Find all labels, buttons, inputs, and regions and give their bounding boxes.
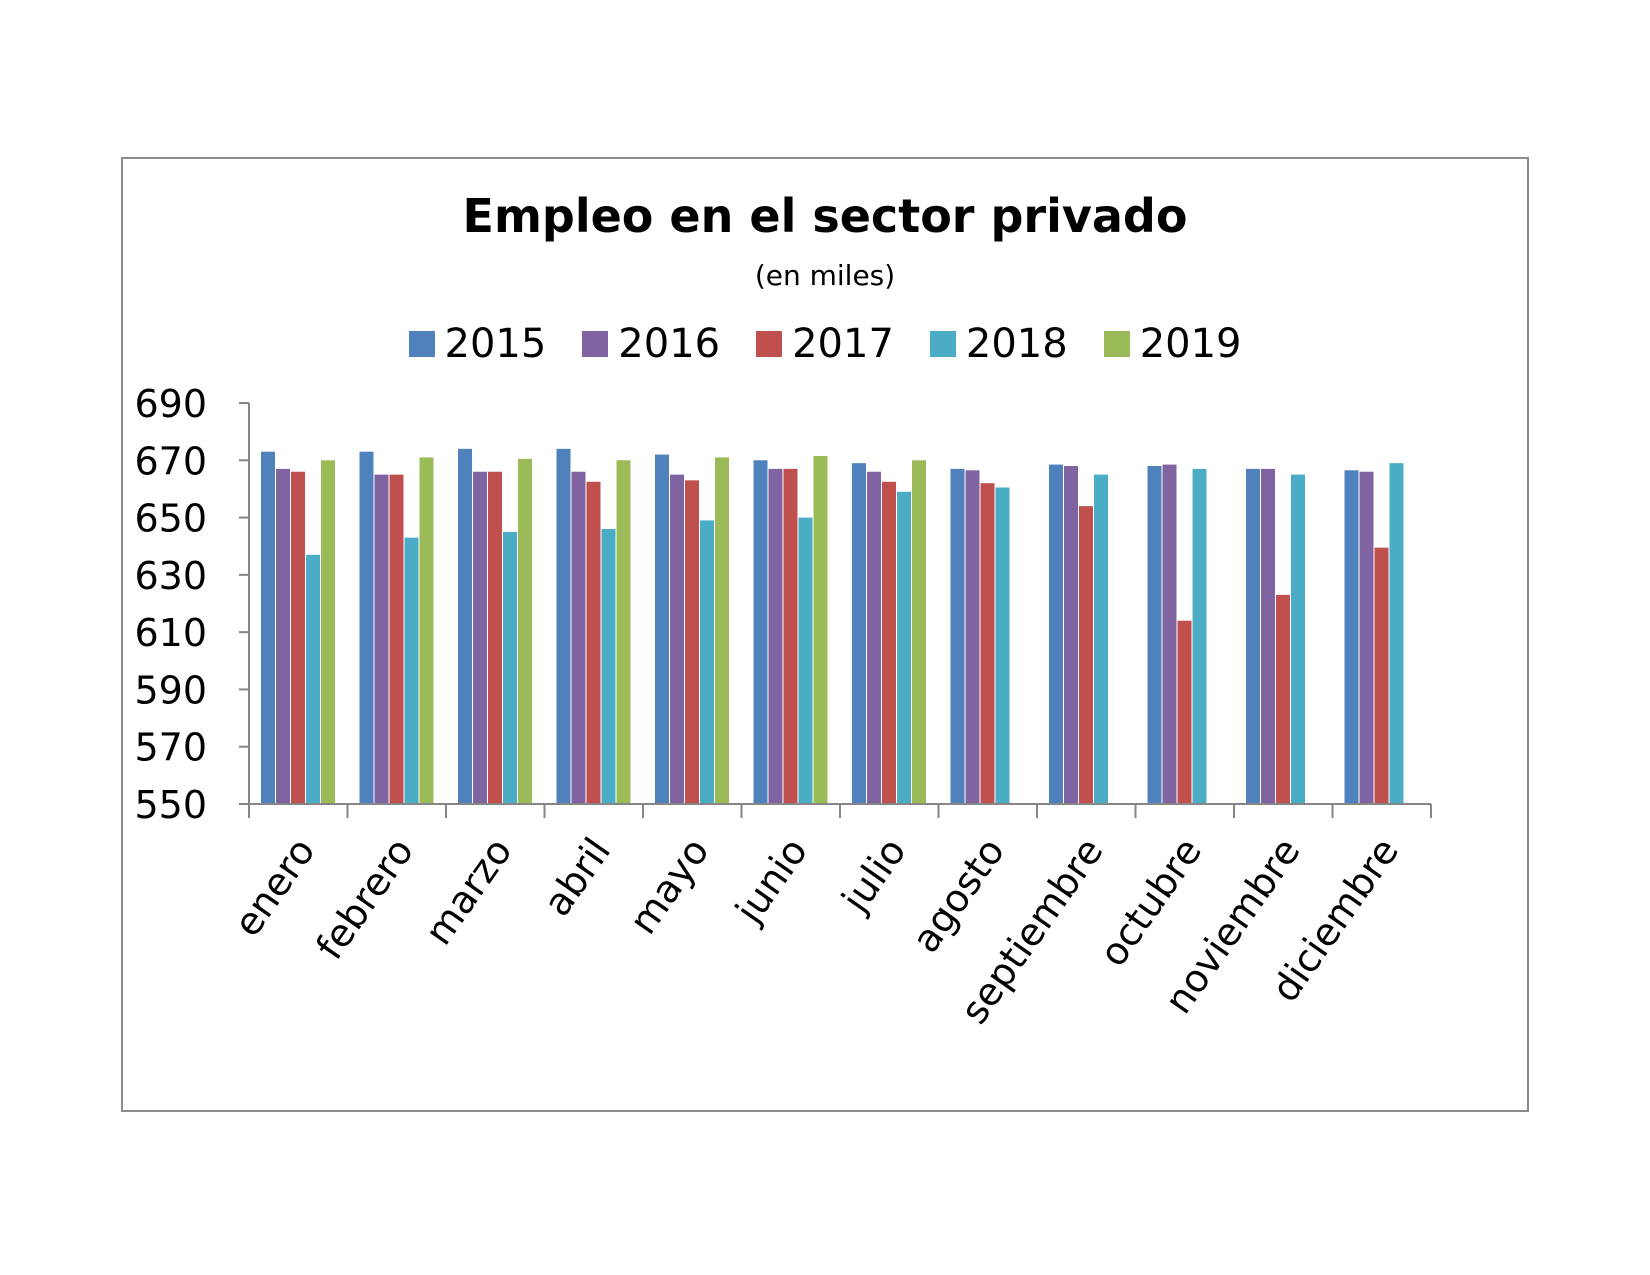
bar-2018-noviembre: [1291, 474, 1305, 804]
bar-2017-diciembre: [1374, 547, 1389, 804]
y-tick-label: 630: [134, 554, 207, 598]
bar-2016-noviembre: [1261, 468, 1275, 804]
chart-frame: Empleo en el sector privado (en miles) 2…: [121, 157, 1529, 1112]
bar-2018-agosto: [995, 487, 1010, 804]
bar-2019-abril: [616, 460, 631, 804]
bar-2016-agosto: [965, 470, 980, 804]
legend-label: 2019: [1139, 321, 1242, 367]
bar-2018-enero: [306, 554, 320, 804]
bar-2015-marzo: [458, 448, 472, 804]
bar-2019-mayo: [715, 457, 729, 804]
y-tick-label: 550: [134, 783, 207, 827]
y-tick-label: 570: [134, 726, 207, 770]
bar-2018-junio: [798, 517, 813, 804]
bar-2017-octubre: [1177, 620, 1192, 804]
bar-2017-agosto: [980, 483, 995, 804]
bar-2019-enero: [321, 460, 335, 804]
y-tick-label: 650: [134, 497, 207, 541]
bar-2016-diciembre: [1359, 471, 1374, 804]
legend: 2015 2016 2017 2018 2019: [123, 321, 1527, 367]
x-tick-label-enero: enero: [225, 830, 323, 944]
x-tick-label-junio: junio: [726, 830, 816, 932]
legend-item-2017: 2017: [756, 321, 894, 367]
bar-2018-septiembre: [1094, 474, 1108, 804]
legend-label: 2016: [618, 321, 721, 367]
legend-label: 2017: [792, 321, 894, 367]
bar-2016-marzo: [473, 471, 487, 804]
bar-2016-julio: [867, 471, 881, 804]
legend-item-2019: 2019: [1103, 321, 1242, 367]
bar-2016-abril: [571, 471, 586, 804]
legend-swatch: [582, 331, 609, 357]
x-tick-label-marzo: marzo: [416, 830, 520, 953]
bar-2016-octubre: [1162, 464, 1177, 804]
legend-label: 2015: [444, 321, 547, 367]
legend-item-2016: 2016: [582, 321, 720, 367]
bar-2018-octubre: [1192, 468, 1207, 804]
bar-2015-abril: [556, 448, 571, 804]
bar-2016-mayo: [670, 474, 684, 804]
x-tick-label-febrero: febrero: [307, 830, 422, 968]
plot-area: 550 570 590 610 630 650 670 690 enerofebreromarz…: [134, 382, 1432, 1032]
bar-2015-enero: [261, 451, 275, 804]
bar-2018-mayo: [700, 520, 714, 804]
bar-2017-julio: [882, 481, 896, 804]
bar-2017-abril: [586, 481, 601, 804]
bar-2016-febrero: [374, 474, 389, 804]
bar-2015-febrero: [359, 451, 374, 804]
bar-2016-septiembre: [1064, 466, 1078, 804]
bar-2017-noviembre: [1276, 594, 1290, 804]
bar-2019-febrero: [419, 457, 434, 804]
x-tick-label-abril: abril: [535, 830, 619, 924]
bar-2015-noviembre: [1246, 468, 1260, 804]
x-tick-label-agosto: agosto: [903, 830, 1013, 961]
bar-2016-enero: [276, 468, 290, 804]
legend-item-2015: 2015: [408, 321, 547, 367]
bar-2019-junio: [813, 455, 828, 804]
bar-2018-diciembre: [1389, 463, 1404, 804]
bar-2017-mayo: [685, 480, 699, 804]
y-tick-label: 670: [134, 439, 207, 483]
bar-2015-octubre: [1147, 466, 1162, 804]
y-tick-label: 610: [134, 611, 207, 655]
legend-swatch: [1103, 331, 1130, 357]
y-tick-label: 690: [134, 382, 207, 426]
bar-2017-marzo: [488, 471, 502, 804]
chart-subtitle: (en miles): [754, 259, 896, 292]
bar-2016-junio: [768, 468, 783, 804]
x-tick-label-julio: julio: [833, 830, 915, 921]
bar-2018-julio: [897, 491, 911, 804]
legend-item-2018: 2018: [929, 321, 1068, 367]
y-tick-label: 590: [134, 668, 207, 712]
bar-2015-julio: [852, 463, 866, 804]
bar-2015-diciembre: [1344, 470, 1359, 804]
legend-swatch: [408, 331, 435, 357]
bar-2017-junio: [783, 468, 798, 804]
bar-2018-marzo: [503, 531, 517, 804]
bar-2018-abril: [601, 529, 616, 804]
bar-2017-febrero: [389, 474, 404, 804]
bar-2019-julio: [912, 460, 926, 804]
bar-2015-mayo: [655, 454, 669, 804]
bar-2017-septiembre: [1079, 506, 1093, 804]
bar-2015-junio: [753, 460, 768, 804]
bar-2017-enero: [291, 471, 305, 804]
legend-label: 2018: [965, 321, 1068, 367]
chart-title: Empleo en el sector privado: [462, 189, 1188, 243]
legend-swatch: [756, 331, 783, 357]
bar-2019-marzo: [518, 458, 532, 804]
legend-swatch: [929, 331, 956, 357]
bar-2015-septiembre: [1049, 464, 1063, 804]
bar-2015-agosto: [950, 468, 965, 804]
x-tick-label-mayo: mayo: [621, 830, 718, 942]
bar-2018-febrero: [404, 537, 419, 804]
